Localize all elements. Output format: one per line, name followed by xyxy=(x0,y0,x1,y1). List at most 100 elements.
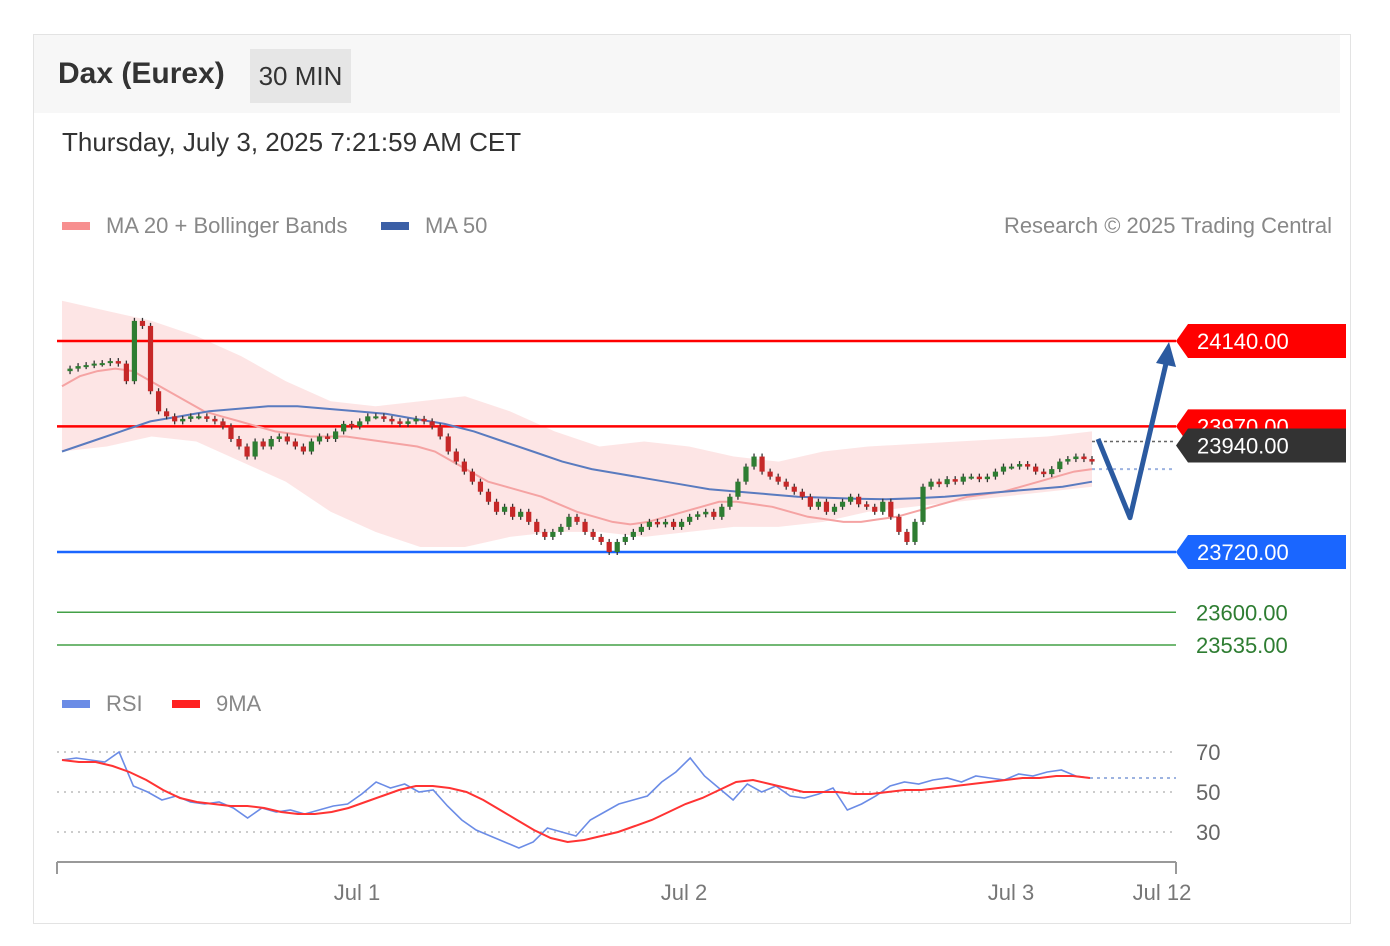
candle-body xyxy=(107,361,113,364)
candle-body xyxy=(992,471,999,477)
candle-body xyxy=(582,521,588,532)
candle-body xyxy=(896,516,902,532)
candle-body xyxy=(131,320,138,382)
candle-body xyxy=(759,456,765,472)
candle-body xyxy=(493,501,500,512)
x-tick-Jul-12: Jul 12 xyxy=(1133,880,1192,905)
candle-body xyxy=(204,416,210,419)
candle-body xyxy=(155,391,162,412)
candle-body xyxy=(542,531,548,537)
rsi-tick-50: 50 xyxy=(1196,780,1220,805)
rsi-line xyxy=(61,750,1091,849)
candle-body xyxy=(341,423,347,432)
candle-body xyxy=(751,456,757,467)
9ma-swatch xyxy=(172,700,200,708)
candle-body xyxy=(888,501,894,517)
instrument-title: Dax (Eurex) xyxy=(58,57,225,90)
x-tick-Jul-2: Jul 2 xyxy=(661,880,707,905)
candle-body xyxy=(284,436,290,442)
rsi-ma-line xyxy=(61,759,1091,844)
ma50-label: MA 50 xyxy=(425,213,488,238)
candle-body xyxy=(485,491,492,502)
candle-body xyxy=(558,526,564,532)
candle-body xyxy=(501,506,508,512)
candle-body xyxy=(1016,464,1023,467)
candle-body xyxy=(518,511,524,517)
candle-body xyxy=(147,325,154,392)
research-credit: Research © 2025 Trading Central xyxy=(1003,213,1332,238)
level-label-23535.00: 23535.00 xyxy=(1196,633,1288,658)
candle-body xyxy=(405,421,411,424)
candle-body xyxy=(300,446,307,452)
candle-body xyxy=(727,496,733,507)
candle-body xyxy=(566,516,572,527)
candle-body xyxy=(180,418,186,422)
x-tick-Jul-3: Jul 3 xyxy=(988,880,1034,905)
candle-body xyxy=(872,506,878,512)
level-tag-23720.00 xyxy=(1176,535,1346,569)
candle-body xyxy=(1073,456,1079,460)
timeframe-badge[interactable]: 30 MIN xyxy=(250,49,351,103)
candle-body xyxy=(91,363,97,366)
forecast-arrow xyxy=(1095,354,1171,521)
candle-body xyxy=(252,441,258,457)
candle-body xyxy=(67,368,73,372)
candle-body xyxy=(654,521,661,525)
candle-body xyxy=(775,476,781,482)
candle-body xyxy=(510,506,516,517)
candle-body xyxy=(1033,466,1039,472)
candle-body xyxy=(188,416,194,419)
candle-body xyxy=(1057,461,1063,470)
timestamp: Thursday, July 3, 2025 7:21:59 AM CET xyxy=(62,127,522,157)
candle-body xyxy=(164,411,170,417)
candle-body xyxy=(743,466,749,482)
candle-body xyxy=(928,481,934,487)
candle-body xyxy=(767,471,773,477)
candle-body xyxy=(308,441,315,452)
candle-body xyxy=(75,366,81,369)
candle-body xyxy=(1081,456,1087,460)
candle-body xyxy=(735,481,741,497)
candle-body xyxy=(477,481,484,492)
candle-body xyxy=(1089,459,1095,462)
candle-body xyxy=(429,421,435,427)
candle-body xyxy=(83,365,89,368)
candle-body xyxy=(469,471,475,482)
9ma-label: 9MA xyxy=(216,691,262,716)
level-tag-23940.00 xyxy=(1176,428,1346,463)
candle-body xyxy=(711,511,717,517)
candle-body xyxy=(220,421,226,427)
candle-body xyxy=(670,521,677,527)
candle-body xyxy=(864,504,870,507)
level-tag-text-23720.00: 23720.00 xyxy=(1197,540,1289,565)
candle-body xyxy=(960,476,966,482)
candle-body xyxy=(324,436,331,439)
candle-body xyxy=(976,476,982,480)
level-tag-text-24140.00: 24140.00 xyxy=(1197,329,1289,354)
candle-body xyxy=(453,451,459,462)
candle-body xyxy=(212,418,218,422)
chart-header: Dax (Eurex) 30 MIN xyxy=(34,35,1340,113)
candle-body xyxy=(236,438,242,447)
legend-rsi: RSI xyxy=(62,691,143,717)
candle-body xyxy=(904,531,910,542)
candle-body xyxy=(1049,469,1055,475)
forecast-arrowhead xyxy=(1156,342,1176,367)
candle-body xyxy=(99,363,105,366)
candle-body xyxy=(606,541,612,552)
candle-body xyxy=(807,496,813,507)
candle-body xyxy=(662,521,669,525)
candle-body xyxy=(1065,459,1071,462)
rsi-label: RSI xyxy=(106,691,143,716)
candle-body xyxy=(1008,466,1015,469)
ma20-swatch xyxy=(62,222,90,230)
candle-body xyxy=(276,436,282,439)
candle-body xyxy=(646,521,653,527)
candle-body xyxy=(944,479,950,485)
candle-body xyxy=(791,486,797,492)
rsi-swatch xyxy=(62,700,90,708)
rsi-tick-30: 30 xyxy=(1196,820,1220,845)
ma20-label: MA 20 + Bollinger Bands xyxy=(106,213,348,238)
candle-body xyxy=(365,416,371,422)
